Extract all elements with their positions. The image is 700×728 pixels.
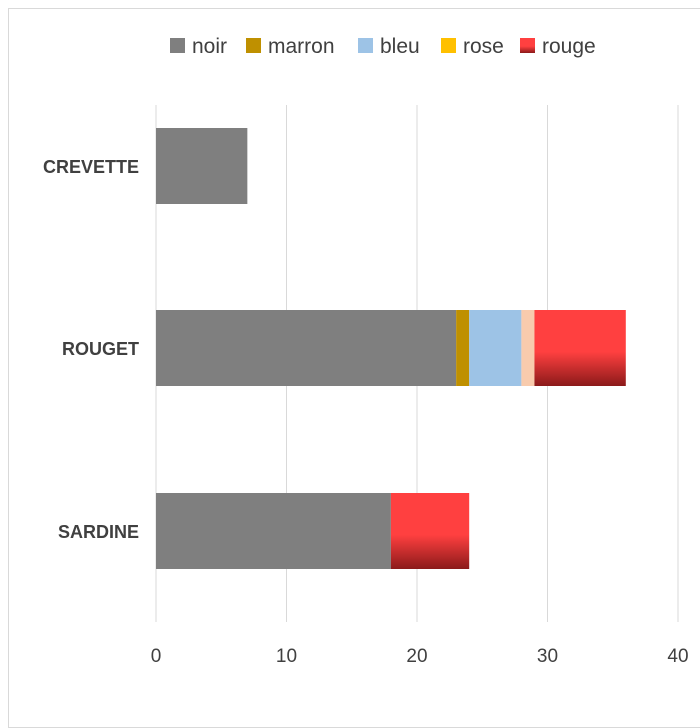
legend-label-bleu: bleu — [380, 35, 420, 58]
bar-segment-rouge — [390, 493, 470, 569]
x-tick-label: 10 — [276, 646, 297, 667]
bar-segment-marron — [456, 310, 470, 386]
legend-swatch-bleu — [358, 38, 373, 53]
legend-swatch-noir — [170, 38, 185, 53]
x-tick-label: 30 — [537, 646, 558, 667]
legend-swatch-rose — [441, 38, 456, 53]
legend: noir marron bleu rose rouge — [170, 35, 596, 58]
legend-swatch-marron — [246, 38, 261, 53]
category-labels: CREVETTE ROUGET SARDINE — [43, 157, 139, 542]
bar-segment-noir — [156, 310, 457, 386]
legend-swatch-rouge — [520, 38, 535, 53]
category-label: SARDINE — [58, 522, 139, 542]
x-tick-label: 0 — [151, 646, 162, 667]
bar-segment-noir — [156, 128, 248, 204]
stacked-bar-chart: CREVETTE ROUGET SARDINE 0 10 20 30 40 noir marr… — [43, 35, 689, 667]
legend-label-rose: rose — [463, 35, 504, 58]
bars — [156, 128, 626, 569]
bar-segment-bleu — [469, 310, 522, 386]
x-axis-tick-labels: 0 10 20 30 40 — [151, 646, 689, 667]
category-label: CREVETTE — [43, 157, 139, 177]
legend-label-marron: marron — [268, 35, 335, 58]
x-tick-label: 40 — [667, 646, 688, 667]
category-label: ROUGET — [62, 339, 139, 359]
bar-segment-rouge — [534, 310, 626, 386]
bar-segment-noir — [156, 493, 391, 569]
legend-label-rouge: rouge — [542, 35, 596, 58]
bar-segment-rose — [521, 310, 535, 386]
x-tick-label: 20 — [406, 646, 427, 667]
legend-label-noir: noir — [192, 35, 227, 58]
